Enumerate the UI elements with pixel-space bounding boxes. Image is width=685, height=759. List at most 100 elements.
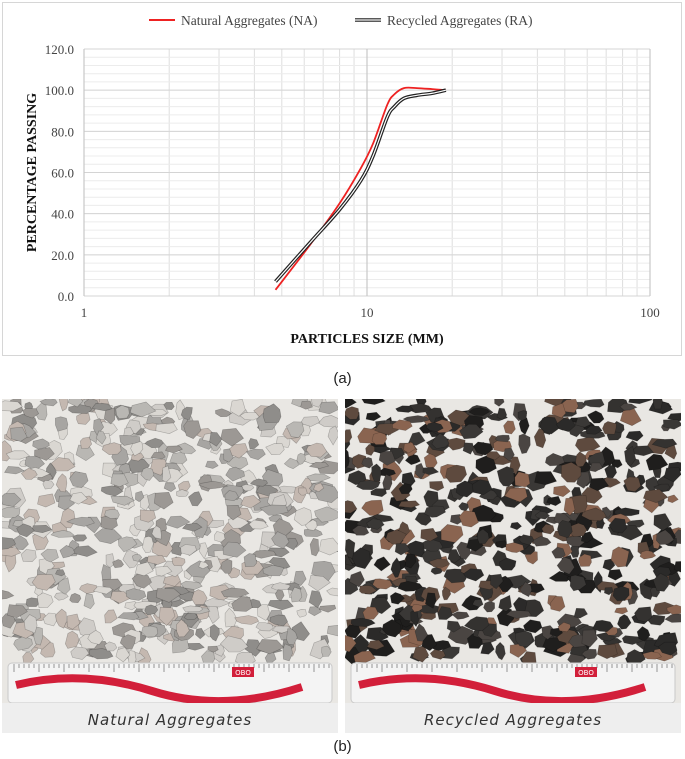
aggregate-stone	[473, 441, 494, 456]
aggregate-stone	[141, 625, 159, 638]
aggregate-stone	[445, 464, 468, 483]
aggregate-stone	[104, 641, 118, 652]
aggregate-stone	[58, 399, 69, 412]
aggregate-stone	[541, 523, 555, 535]
aggregate-stone	[382, 474, 393, 491]
aggregate-stone	[596, 581, 619, 592]
aggregate-stone	[283, 457, 300, 470]
aggregate-stone	[514, 471, 531, 488]
aggregate-stone	[240, 494, 262, 509]
aggregate-stone	[378, 450, 396, 466]
aggregate-stone	[639, 550, 657, 560]
aggregate-stone	[560, 461, 582, 483]
aggregate-stone	[608, 517, 627, 534]
aggregate-stone	[664, 444, 678, 460]
recycled-aggregates-photo: OBO Recycled Aggregates	[345, 399, 681, 733]
aggregate-stone	[103, 407, 116, 425]
aggregate-stone	[70, 646, 90, 660]
aggregate-stone	[345, 634, 357, 653]
aggregate-stone	[2, 546, 22, 557]
aggregate-stone	[624, 445, 637, 467]
aggregate-stone	[144, 604, 159, 616]
aggregate-stone	[345, 538, 356, 560]
aggregate-stone	[345, 429, 353, 444]
natural-aggregates-photo: OBO Natural Aggregates	[2, 399, 338, 733]
aggregate-stone	[666, 604, 681, 615]
y-tick-label: 80.0	[51, 124, 74, 139]
aggregate-stone	[411, 603, 423, 613]
aggregate-stone	[653, 513, 673, 531]
aggregate-stone	[581, 648, 598, 660]
aggregate-stone	[345, 500, 358, 514]
aggregate-stone	[653, 483, 671, 492]
aggregate-stone	[180, 580, 203, 590]
aggregate-stone	[131, 553, 143, 562]
aggregate-stone	[350, 617, 376, 628]
aggregate-stone	[345, 447, 350, 469]
aggregate-stone	[234, 651, 256, 665]
aggregate-stone	[158, 606, 176, 627]
aggregate-stone	[505, 542, 525, 553]
aggregate-stone	[455, 480, 474, 498]
x-tick-label: 1	[81, 305, 88, 320]
aggregate-stone	[231, 596, 253, 612]
aggregate-stone	[486, 451, 501, 461]
aggregate-stone	[636, 626, 651, 642]
aggregate-stone	[207, 645, 219, 653]
aggregate-stone	[50, 457, 76, 472]
aggregate-stone	[372, 578, 393, 590]
aggregate-stone	[93, 528, 123, 545]
aggregate-stone	[662, 419, 681, 430]
aggregate-stone	[2, 506, 21, 518]
y-tick-label: 40.0	[51, 207, 74, 222]
aggregate-stone	[463, 616, 490, 632]
aggregate-stone	[151, 525, 162, 540]
aggregate-stone	[66, 613, 81, 630]
aggregate-stone	[285, 421, 305, 439]
aggregate-stone	[249, 478, 268, 487]
aggregate-stone	[270, 582, 291, 591]
aggregate-stone	[262, 403, 282, 423]
aggregate-stone	[155, 565, 173, 577]
aggregate-stone	[518, 534, 535, 546]
aggregate-stone	[131, 572, 152, 589]
aggregate-stone	[366, 639, 385, 650]
aggregate-stone	[524, 599, 545, 618]
y-tick-label: 100.0	[45, 83, 74, 98]
aggregate-stone	[308, 461, 330, 469]
aggregate-stone	[395, 405, 414, 413]
aggregate-stone	[177, 480, 191, 492]
aggregate-stone	[602, 421, 617, 435]
aggregate-stone	[76, 412, 91, 425]
aggregate-stone	[407, 431, 426, 446]
recycled-aggregates-caption: Recycled Aggregates	[424, 711, 602, 729]
aggregate-stone	[475, 455, 497, 475]
aggregate-stone	[534, 510, 551, 520]
panel-a-label: (a)	[333, 370, 352, 387]
aggregate-stone	[496, 407, 508, 421]
aggregate-stone	[16, 523, 35, 538]
aggregate-stone	[365, 443, 376, 456]
aggregate-stone	[625, 430, 644, 442]
aggregate-stone	[198, 561, 210, 570]
aggregate-stone	[6, 604, 28, 619]
y-tick-label: 120.0	[45, 42, 74, 57]
aggregate-stone	[245, 448, 266, 461]
aggregate-stone	[23, 614, 38, 634]
aggregate-stone	[229, 399, 246, 417]
aggregate-stone	[664, 613, 681, 623]
aggregate-stone	[259, 504, 289, 516]
aggregate-stone	[2, 537, 17, 550]
aggregate-stone	[205, 460, 219, 469]
aggregate-stone	[425, 421, 444, 432]
aggregate-stone	[69, 592, 82, 604]
aggregate-stone	[603, 587, 614, 596]
aggregate-stone	[171, 556, 186, 567]
aggregate-stone	[349, 570, 365, 588]
aggregate-stone	[574, 437, 601, 453]
aggregate-stone	[181, 522, 203, 532]
aggregate-stone	[555, 417, 576, 433]
aggregate-stone	[446, 620, 462, 633]
aggregate-stone	[628, 399, 653, 405]
aggregate-stone	[582, 399, 605, 408]
